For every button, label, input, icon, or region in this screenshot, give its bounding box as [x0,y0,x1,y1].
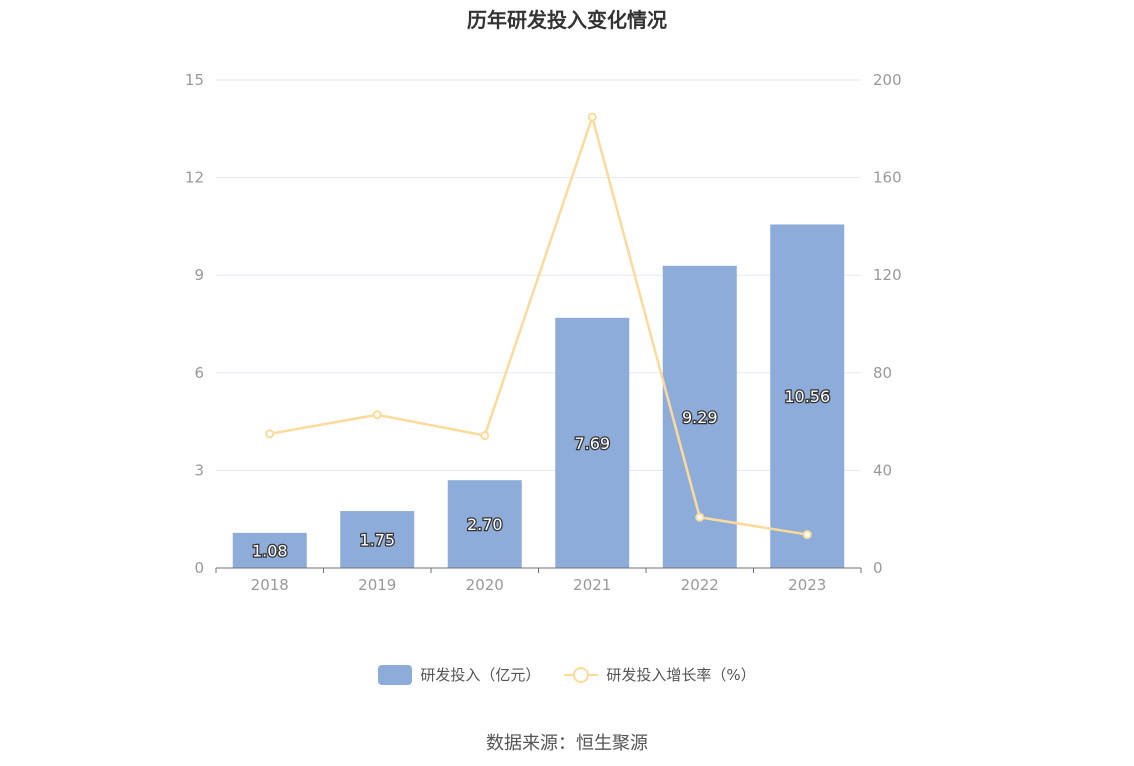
bar-value-label: 10.56 [784,387,830,406]
legend-line-swatch [564,665,599,685]
axes: 0 3 6 9 12 15 0 40 80 120 160 200 2018 2019 2020 2021 20… [185,71,902,594]
legend-label-growth-rate: 研发投入增长率（%） [606,666,756,684]
x-tick-label: 2021 [573,576,611,594]
chart-title: 历年研发投入变化情况 [467,8,667,32]
bar-value-label: 1.75 [359,531,395,550]
y-right-tick-label: 0 [873,559,883,577]
growth-rate-point [372,410,382,420]
y-left-tick-label: 6 [194,364,204,382]
y-right-tick-label: 120 [873,266,902,284]
y-right-tick-label: 40 [873,461,892,479]
growth-rate-point [802,530,812,540]
legend-bar-swatch [378,664,413,685]
bar-data-labels: 1.08 1.75 2.70 7.69 9.29 10.56 [251,386,832,562]
growth-rate-point [587,112,597,122]
x-tick-label: 2018 [251,576,289,594]
x-tick-label: 2020 [466,576,504,594]
data-source: 数据来源：恒生聚源 [486,733,648,754]
bar-value-label: 2.70 [467,515,503,534]
growth-rate-point [695,512,705,522]
bar [232,532,307,568]
bar-value-label: 7.69 [574,434,610,453]
x-tick-label: 2023 [788,576,826,594]
legend-label-rd-investment: 研发投入（亿元） [420,666,541,684]
legend-item-rd-investment[interactable]: 研发投入（亿元） [378,664,540,685]
bar [555,317,630,568]
growth-rate-point [265,429,275,439]
bar [770,224,845,568]
bar [340,511,415,568]
bar-value-label: 1.08 [252,541,288,560]
legend-item-growth-rate[interactable]: 研发投入增长率（%） [564,664,756,685]
y-right-tick-label: 80 [873,364,892,382]
y-left-tick-label: 0 [194,559,204,577]
bar-value-label: 9.29 [682,408,718,427]
y-right-tick-label: 200 [873,71,902,89]
y-left-tick-label: 9 [194,266,204,284]
x-tick-label: 2022 [681,576,719,594]
y-right-tick-label: 160 [873,169,902,187]
y-left-tick-label: 12 [185,169,204,187]
bar [447,480,522,568]
growth-rate-line [269,115,808,536]
y-left-tick-label: 15 [185,71,204,89]
line-series [265,112,812,540]
growth-rate-point [480,431,490,441]
y-left-tick-label: 3 [194,461,204,479]
x-tick-label: 2019 [358,576,396,594]
legend: 研发投入（亿元） 研发投入增长率（%） [0,664,1134,685]
